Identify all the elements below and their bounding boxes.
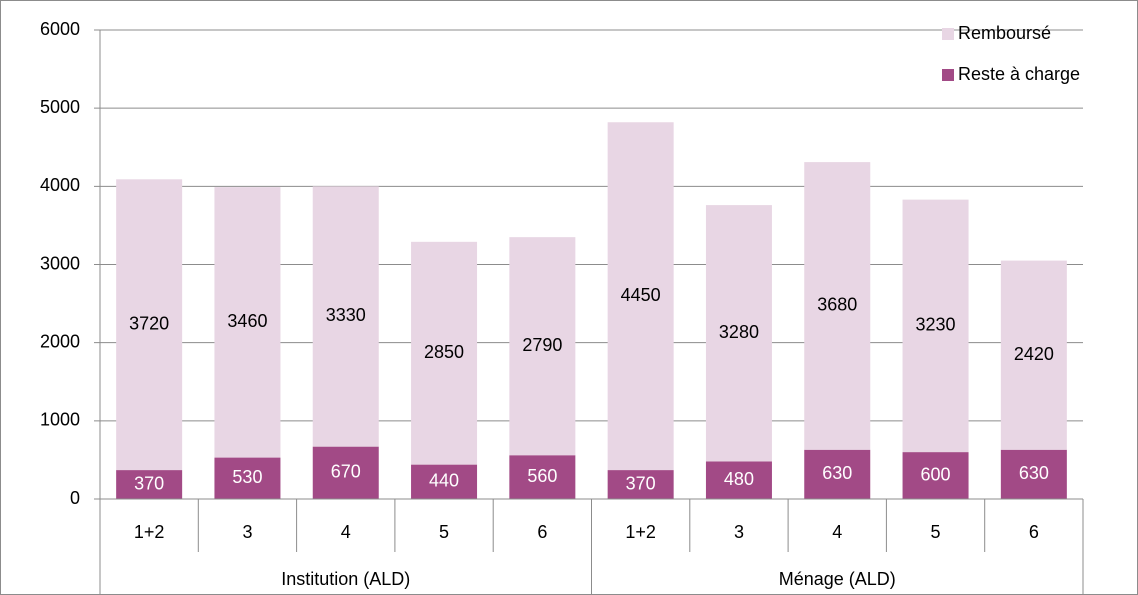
data-label: 2790 bbox=[522, 335, 562, 355]
bar-segment bbox=[116, 470, 183, 499]
data-label: 370 bbox=[134, 473, 164, 493]
y-tick-label: 4000 bbox=[40, 175, 80, 195]
x-tick-label: 5 bbox=[931, 522, 941, 542]
data-label: 670 bbox=[331, 462, 361, 482]
x-tick-label: 5 bbox=[439, 522, 449, 542]
data-label: 4450 bbox=[621, 285, 661, 305]
data-label: 530 bbox=[232, 467, 262, 487]
x-tick-label: 4 bbox=[832, 522, 842, 542]
y-tick-label: 0 bbox=[70, 488, 80, 508]
bar-segment bbox=[214, 457, 281, 499]
legend-label: Reste à charge bbox=[958, 64, 1080, 84]
group-label: Ménage (ALD) bbox=[779, 569, 896, 589]
data-label: 630 bbox=[822, 463, 852, 483]
x-tick-label: 1+2 bbox=[134, 522, 165, 542]
bar-segment bbox=[1000, 449, 1067, 499]
data-label: 3720 bbox=[129, 313, 169, 333]
data-label: 600 bbox=[921, 464, 951, 484]
bar-segment bbox=[804, 162, 871, 450]
data-label: 630 bbox=[1019, 463, 1049, 483]
bar-segment bbox=[607, 122, 674, 471]
group-label: Institution (ALD) bbox=[281, 569, 410, 589]
x-tick-label: 1+2 bbox=[625, 522, 656, 542]
y-tick-label: 6000 bbox=[40, 19, 80, 39]
y-tick-label: 5000 bbox=[40, 97, 80, 117]
data-label: 440 bbox=[429, 471, 459, 491]
bar-segment bbox=[902, 452, 969, 499]
y-tick-label: 2000 bbox=[40, 331, 80, 351]
bar-segment bbox=[214, 187, 281, 458]
legend-swatch bbox=[942, 28, 954, 40]
x-tick-label: 6 bbox=[1029, 522, 1039, 542]
x-tick-label: 3 bbox=[242, 522, 252, 542]
bar-segment bbox=[902, 199, 969, 453]
bar-segment bbox=[509, 237, 576, 456]
bar-segment bbox=[804, 449, 871, 499]
data-label: 3330 bbox=[326, 305, 366, 325]
data-label: 2850 bbox=[424, 342, 464, 362]
data-label: 3230 bbox=[916, 315, 956, 335]
data-label: 370 bbox=[626, 473, 656, 493]
legend-label: Remboursé bbox=[958, 23, 1051, 43]
bar-segment bbox=[705, 461, 772, 499]
data-label: 480 bbox=[724, 469, 754, 489]
legend-swatch bbox=[942, 69, 954, 81]
bar-segment bbox=[705, 205, 772, 462]
bar-segment bbox=[116, 179, 183, 471]
data-label: 3680 bbox=[817, 295, 857, 315]
bar-segment bbox=[1000, 260, 1067, 450]
data-label: 560 bbox=[527, 466, 557, 486]
bar-segment bbox=[411, 241, 478, 465]
bar-segment bbox=[411, 464, 478, 499]
x-tick-label: 6 bbox=[537, 522, 547, 542]
bar-segment bbox=[607, 470, 674, 499]
data-label: 3460 bbox=[227, 311, 267, 331]
bar-segment bbox=[312, 446, 379, 499]
y-tick-label: 3000 bbox=[40, 253, 80, 273]
data-label: 2420 bbox=[1014, 344, 1054, 364]
x-tick-label: 4 bbox=[341, 522, 351, 542]
y-tick-label: 1000 bbox=[40, 410, 80, 430]
bar-segment bbox=[312, 186, 379, 447]
data-label: 3280 bbox=[719, 322, 759, 342]
x-tick-label: 3 bbox=[734, 522, 744, 542]
bar-segment bbox=[509, 455, 576, 499]
